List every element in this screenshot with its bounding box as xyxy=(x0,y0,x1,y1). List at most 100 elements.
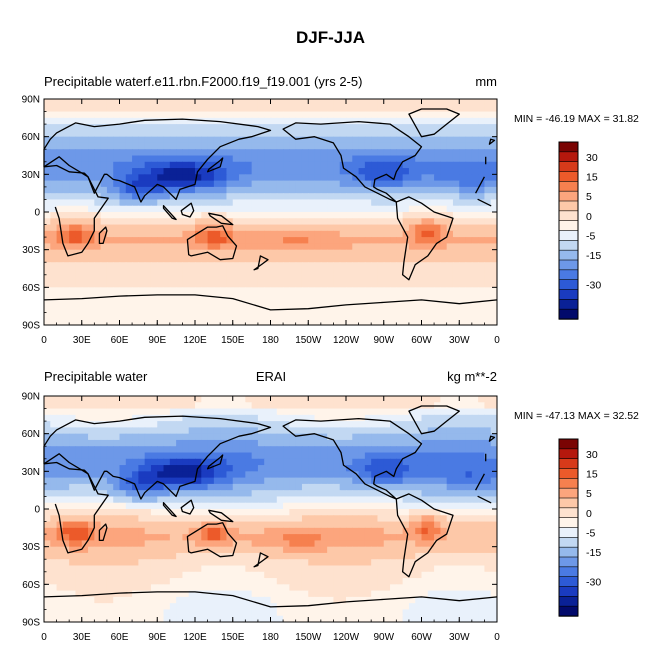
field-cell xyxy=(69,552,77,560)
field-cell xyxy=(264,527,272,535)
field-cell xyxy=(50,527,58,535)
field-cell xyxy=(434,218,441,226)
field-cell xyxy=(69,161,77,169)
field-cell xyxy=(69,180,77,188)
field-cell xyxy=(484,149,492,157)
field-cell xyxy=(421,509,429,516)
coastline-antarctica xyxy=(43,294,498,311)
field-cell xyxy=(465,268,473,276)
field-cell xyxy=(396,293,404,301)
field-cell xyxy=(490,249,497,257)
field-cell xyxy=(157,565,165,573)
field-cell xyxy=(157,186,165,194)
field-cell xyxy=(264,193,272,201)
field-cell xyxy=(308,396,316,403)
field-cell xyxy=(408,218,416,226)
field-cell xyxy=(182,552,190,560)
field-cell xyxy=(232,161,240,169)
field-cell xyxy=(308,584,316,592)
field-cell xyxy=(383,559,391,567)
field-cell xyxy=(239,155,246,163)
field-cell xyxy=(207,130,215,138)
field-cell xyxy=(427,471,435,479)
field-cell xyxy=(81,237,89,244)
field-cell xyxy=(396,155,404,163)
field-cell xyxy=(245,421,253,428)
field-cell xyxy=(138,205,146,213)
field-cell xyxy=(415,281,423,288)
field-cell xyxy=(408,186,416,194)
field-cell xyxy=(113,111,121,119)
field-cell xyxy=(440,578,448,585)
field-cell xyxy=(377,584,385,592)
field-cell xyxy=(125,281,133,288)
field-cell xyxy=(132,155,139,163)
field-cell xyxy=(320,527,328,535)
field-cell xyxy=(352,174,360,182)
field-cell xyxy=(333,136,341,144)
field-cell xyxy=(270,408,278,416)
field-cell xyxy=(182,230,190,238)
field-cell xyxy=(113,515,121,523)
field-cell xyxy=(163,255,171,263)
field-cell xyxy=(459,193,467,201)
field-cell xyxy=(251,105,259,113)
field-cell xyxy=(257,193,265,201)
field-cell xyxy=(352,502,360,510)
field-cell xyxy=(339,559,347,567)
field-cell xyxy=(301,180,309,188)
field-cell xyxy=(320,174,328,182)
field-cell xyxy=(352,306,360,314)
field-cell xyxy=(150,408,158,416)
field-cell xyxy=(125,306,133,314)
field-cell xyxy=(88,287,95,295)
field-cell xyxy=(295,212,303,219)
field-cell xyxy=(144,111,152,119)
field-cell xyxy=(163,149,171,157)
field-cell xyxy=(446,268,454,276)
field-cell xyxy=(119,452,127,460)
field-cell xyxy=(364,578,372,585)
colorbar-swatch xyxy=(558,190,579,202)
field-cell xyxy=(358,439,366,447)
field-cell xyxy=(169,571,177,579)
field-cell xyxy=(402,249,410,257)
field-cell xyxy=(195,496,202,504)
field-cell xyxy=(201,174,209,182)
field-cell xyxy=(427,186,435,194)
field-cell xyxy=(163,396,171,403)
field-cell xyxy=(383,490,391,498)
field-cell xyxy=(220,306,228,314)
field-cell xyxy=(320,540,328,548)
field-cell xyxy=(56,408,64,416)
y-tick-label: 60S xyxy=(22,283,40,294)
field-cell xyxy=(471,174,479,182)
field-cell xyxy=(415,149,423,157)
field-cell xyxy=(144,268,152,276)
field-cell xyxy=(213,318,221,325)
field-cell xyxy=(396,521,404,529)
field-cell xyxy=(295,427,303,435)
field-cell xyxy=(289,230,297,238)
field-cell xyxy=(377,205,385,213)
field-cell xyxy=(245,559,253,567)
field-cell xyxy=(257,546,265,554)
field-cell xyxy=(333,186,341,194)
field-cell xyxy=(408,483,416,491)
field-cell xyxy=(327,255,335,263)
field-cell xyxy=(452,521,460,529)
field-cell xyxy=(283,117,290,125)
field-cell xyxy=(346,446,353,454)
field-cell xyxy=(283,136,290,144)
field-cell xyxy=(81,421,89,428)
field-cell xyxy=(188,502,196,510)
field-cell xyxy=(295,111,303,119)
field-cell xyxy=(169,136,177,144)
field-cell xyxy=(308,255,316,263)
field-cell xyxy=(81,274,89,282)
field-cell xyxy=(465,111,473,119)
field-cell xyxy=(289,496,297,504)
field-cell xyxy=(163,274,171,282)
field-cell xyxy=(289,318,297,325)
field-cell xyxy=(358,483,366,491)
